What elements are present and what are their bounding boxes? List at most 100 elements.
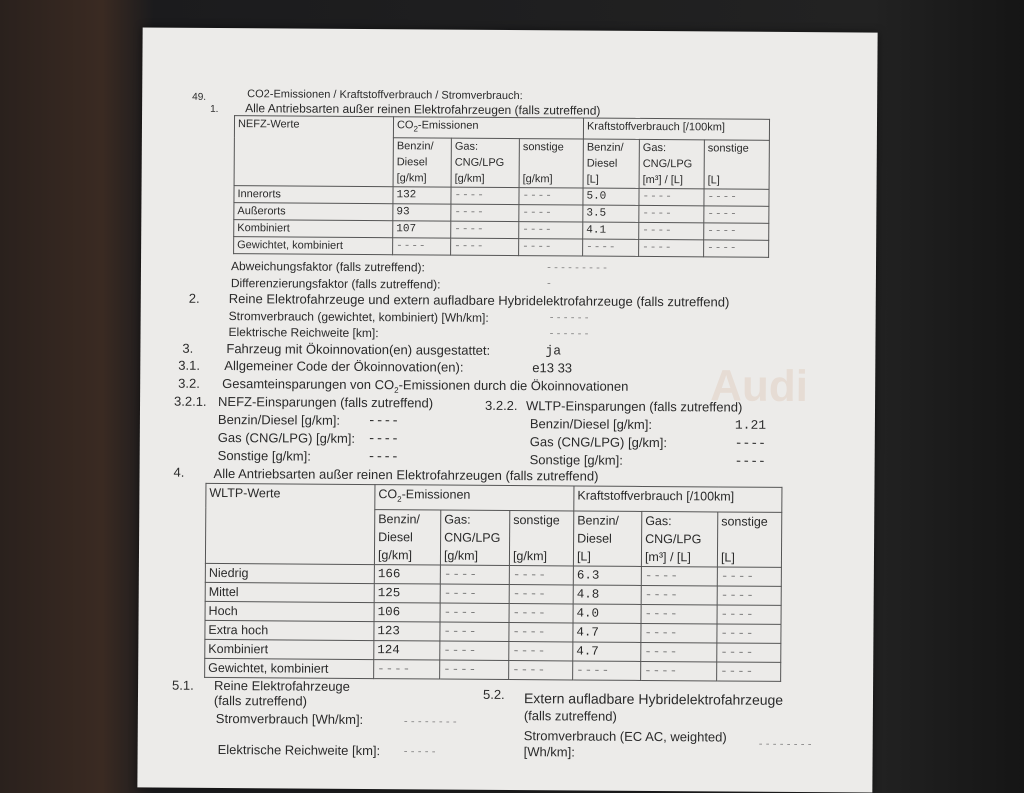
- section-4-title: Alle Antriebsarten außer reinen Elektrof…: [213, 465, 599, 484]
- table-cell: ----: [439, 659, 509, 680]
- fuel-group-header: Kraftstoffverbrauch [/100km]: [583, 118, 770, 141]
- column-header: Benzin/Diesel [L]: [583, 139, 640, 189]
- table-cell: 4.1: [582, 222, 639, 240]
- table-cell: ----: [440, 564, 510, 585]
- co2-group-header: CO2-Emissionen: [393, 116, 584, 140]
- table-cell: ----: [716, 642, 781, 662]
- section-number: 2.: [188, 290, 200, 306]
- table-cell: ----: [373, 659, 440, 679]
- column-header-line: CNG/LPG: [454, 156, 505, 170]
- table-cell: ----: [703, 189, 770, 207]
- column-header-line: Benzin/: [586, 141, 624, 154]
- table-cell: ----: [518, 221, 583, 240]
- heading-number: 49.: [192, 91, 207, 103]
- savings-label: Benzin/Diesel [g/km]:: [529, 416, 653, 433]
- table-cell: 6.3: [573, 565, 642, 585]
- abweichung-label: Abweichungsfaktor (falls zutreffend):: [230, 259, 425, 275]
- table-cell: ----: [703, 240, 769, 258]
- reichweite-label: Elektrische Reichweite [km]:: [217, 741, 381, 759]
- section-number: 3.1.: [178, 357, 201, 373]
- table-cell: ----: [518, 187, 584, 206]
- table-cell: ----: [641, 565, 718, 586]
- section-number: 1.: [210, 103, 219, 115]
- table-cell: 106: [374, 602, 441, 622]
- table-cell: 3.5: [582, 205, 639, 223]
- column-header-line: Diesel: [378, 529, 413, 544]
- column-header-line: Benzin/: [378, 511, 420, 526]
- column-header-line: Gas:: [444, 512, 471, 527]
- table-cell: ----: [439, 640, 509, 661]
- section-number: 5.1.: [172, 677, 194, 693]
- column-header-line: sonstige: [721, 513, 768, 529]
- table-cell: ----: [638, 188, 705, 207]
- oeko-value: ja: [545, 343, 562, 359]
- column-header-line: Diesel: [586, 157, 618, 170]
- table-row: Gewichtet, kombiniert ---- ---- ---- ---- ---…: [204, 657, 781, 681]
- row-label: Außerorts: [233, 202, 393, 221]
- column-header: sonstige [L]: [704, 140, 770, 190]
- column-header: Gas: CNG/LPG [g/km]: [440, 509, 510, 566]
- table-row: Gewichtet, kombiniert ---- ---- ---- ---- ---…: [233, 236, 769, 258]
- fuel-group-header: Kraftstoffverbrauch [/100km]: [573, 485, 782, 512]
- column-header: Gas: CNG/LPG [m³] / [L]: [639, 139, 705, 190]
- table-cell: ----: [641, 603, 718, 624]
- strom-label: Stromverbrauch [Wh/km]:: [215, 710, 364, 728]
- table-cell: ----: [518, 238, 583, 257]
- column-header-line: [L]: [576, 548, 591, 564]
- table-cell: ----: [716, 661, 781, 681]
- table-cell: 4.7: [572, 622, 642, 642]
- savings-value: 1.21: [734, 417, 767, 433]
- strom-unit: [Wh/km]:: [523, 744, 575, 760]
- differenz-value: -: [545, 279, 553, 291]
- savings-value: ----: [734, 453, 766, 469]
- nefz-savings-title: NEFZ-Einsparungen (falls zutreffend): [218, 393, 434, 411]
- column-header-line: Gas:: [454, 140, 479, 153]
- table-cell: ----: [572, 660, 641, 680]
- table-corner: NEFZ-Werte: [234, 115, 394, 187]
- table-cell: ----: [439, 621, 510, 642]
- column-header-line: [721, 530, 778, 548]
- wltp-savings-title: WLTP-Einsparungen (falls zutreffend): [525, 398, 743, 415]
- table-cell: 166: [374, 564, 441, 584]
- oeko-code-value: e13 33: [532, 360, 573, 376]
- row-label: Kombiniert: [204, 638, 374, 660]
- table-cell: ----: [440, 602, 510, 623]
- section-52-title: Extern aufladbare Hybridelektrofahrzeuge: [523, 690, 784, 708]
- table-cell: ----: [509, 603, 574, 623]
- savings-value: ----: [367, 431, 400, 447]
- table-cell: ----: [638, 222, 704, 241]
- column-header-line: Gas:: [642, 142, 667, 155]
- table-cell: ----: [638, 239, 704, 258]
- column-header-line: [g/km]: [522, 173, 553, 186]
- table-cell: ----: [509, 565, 574, 585]
- savings-label: Sonstige [g/km]:: [217, 447, 311, 464]
- table-cell: 4.8: [573, 584, 642, 604]
- table-cell: ----: [717, 566, 782, 586]
- column-header: sonstige [g/km]: [519, 138, 584, 189]
- table-cell: 93: [392, 203, 451, 222]
- section-number: 3.2.2.: [484, 397, 518, 414]
- table-cell: ----: [640, 641, 717, 662]
- savings-title: Gesamteinsparungen von CO2-Emissionen du…: [222, 376, 629, 395]
- row-label: Kombiniert: [233, 219, 393, 238]
- table-cell: ----: [450, 204, 519, 222]
- strom-label: Stromverbrauch (gewichtet, kombiniert) […: [228, 309, 489, 325]
- table-cell: ----: [703, 223, 769, 241]
- wltp-table: WLTP-Werte CO2-Emissionen Kraftstoffverb…: [204, 483, 782, 682]
- section-number: 3.2.1.: [174, 393, 207, 409]
- table-cell: ----: [509, 584, 574, 604]
- table-cell: ----: [392, 237, 451, 256]
- column-header: Benzin/Diesel [g/km]: [374, 509, 441, 565]
- section-2-title: Reine Elektrofahrzeuge und extern auflad…: [228, 291, 730, 310]
- savings-label: Sonstige [g/km]:: [529, 452, 623, 468]
- column-header-line: [L]: [586, 173, 599, 186]
- column-header-line: [m³] / [L]: [642, 174, 683, 187]
- table-cell: 4.7: [572, 641, 641, 661]
- table-cell: ----: [640, 660, 717, 681]
- strom-value: ------: [548, 313, 591, 325]
- oeko-label: Fahrzeug mit Ökoinnovation(en) ausgestat…: [226, 341, 491, 358]
- column-header-line: Diesel: [577, 530, 612, 546]
- table-cell: 124: [373, 640, 440, 660]
- column-header-line: sonstige: [513, 512, 560, 527]
- table-corner: WLTP-Werte: [205, 483, 375, 565]
